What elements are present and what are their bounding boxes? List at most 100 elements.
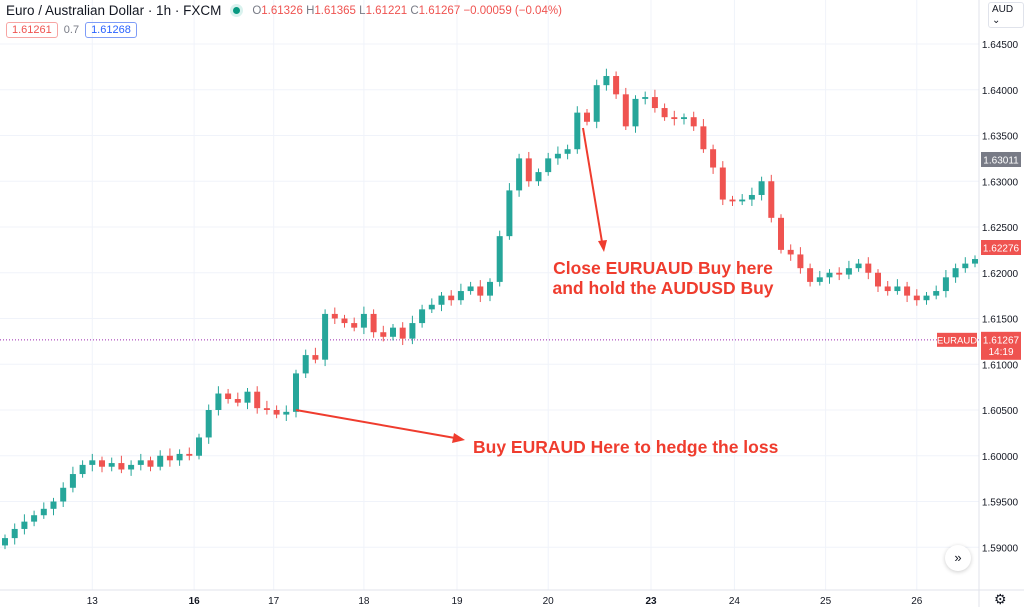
- candle-body: [845, 268, 852, 275]
- x-tick-label: 16: [189, 596, 201, 607]
- candle-body: [923, 295, 930, 301]
- candle-body: [904, 286, 911, 296]
- candle-body: [186, 453, 193, 456]
- candle-body: [166, 455, 173, 461]
- candle-body: [506, 190, 513, 237]
- candle-body: [341, 318, 348, 324]
- candle-body: [894, 286, 901, 292]
- candle-body: [719, 167, 726, 200]
- candle-body: [196, 437, 202, 456]
- candle-body: [651, 97, 658, 109]
- close-annotation: Close EURUAUD Buy here and hold the AUDU…: [547, 258, 779, 298]
- settings-gear-icon[interactable]: ⚙: [994, 591, 1007, 607]
- x-tick-label: 19: [451, 596, 463, 607]
- candle-body: [477, 286, 484, 296]
- candle-body: [137, 460, 144, 465]
- candle-body: [642, 97, 649, 99]
- candle-body: [293, 373, 299, 412]
- candle-body: [758, 181, 765, 195]
- x-tick-label: 13: [87, 596, 99, 607]
- open-label: O: [252, 4, 262, 17]
- candle-body: [564, 149, 571, 154]
- candle-body: [584, 112, 590, 122]
- y-tick-label: 1.63500: [982, 132, 1019, 143]
- candle-body: [176, 453, 183, 461]
- candle-body: [409, 323, 416, 339]
- trade-buttons: 1.61261 0.7 1.61268: [6, 22, 137, 38]
- currency-select[interactable]: AUD ⌄: [988, 2, 1024, 28]
- candle-body: [681, 117, 687, 120]
- candle-body: [603, 76, 610, 86]
- buy-button[interactable]: 1.61268: [85, 22, 137, 38]
- candle-body: [972, 259, 978, 264]
- low-label: L: [359, 4, 366, 17]
- candle-body: [428, 304, 435, 310]
- candle-body: [419, 309, 426, 324]
- candle-body: [962, 263, 969, 269]
- candle-body: [865, 263, 872, 273]
- candle-body: [380, 332, 387, 337]
- arrow-head-icon: [452, 433, 465, 443]
- candle-body: [147, 460, 154, 467]
- candle-body: [516, 158, 523, 191]
- candle-body: [11, 528, 18, 539]
- candle-body: [40, 508, 47, 516]
- y-tick-label: 1.60000: [982, 452, 1019, 463]
- annotation-line: and hold the AUDUSD Buy: [552, 278, 774, 298]
- annotation-line: Close EURUAUD Buy here: [553, 258, 773, 278]
- sell-button[interactable]: 1.61261: [6, 22, 58, 38]
- candle-body: [399, 327, 406, 339]
- candle-body: [535, 172, 542, 182]
- candle-body: [205, 410, 212, 438]
- candle-body: [331, 313, 338, 319]
- high-value: 1.61365: [314, 4, 356, 17]
- candle-body: [79, 464, 86, 475]
- countdown-label: 14:19: [988, 347, 1013, 358]
- x-tick-label: 25: [820, 596, 832, 607]
- candle-body: [855, 263, 862, 269]
- candle-body: [574, 112, 581, 150]
- high-label: H: [306, 4, 315, 17]
- chart-legend: Euro / Australian Dollar · 1h · FXCM O1.…: [6, 3, 562, 18]
- candle-body: [322, 313, 329, 360]
- candle-body: [593, 85, 600, 122]
- candle-body: [884, 286, 891, 292]
- candle-body: [370, 313, 377, 333]
- symbol-tag-bg: [937, 332, 977, 347]
- candle-body: [215, 393, 222, 410]
- open-value: 1.61326: [261, 4, 303, 17]
- candle-body: [739, 199, 746, 202]
- candle-body: [99, 460, 105, 467]
- candle-body: [60, 487, 67, 502]
- scroll-to-realtime-button[interactable]: »: [945, 545, 971, 571]
- candle-body: [283, 411, 290, 415]
- candle-body: [360, 313, 367, 328]
- candle-body: [108, 463, 115, 467]
- candle-body: [554, 153, 561, 159]
- candle-body: [700, 126, 707, 150]
- last-price-label: 1.62276: [983, 244, 1020, 255]
- arrow-line: [295, 409, 456, 439]
- candle-body: [729, 199, 736, 202]
- x-tick-label: 18: [358, 596, 370, 607]
- symbol-title[interactable]: Euro / Australian Dollar · 1h · FXCM: [6, 3, 222, 18]
- candle-body: [622, 94, 629, 127]
- bid-label-bg: [981, 331, 1021, 360]
- candle-body: [710, 149, 717, 168]
- candle-body: [661, 108, 668, 118]
- candle-body: [632, 98, 639, 127]
- y-tick-label: 1.60500: [982, 406, 1019, 417]
- candle-body: [467, 286, 474, 292]
- candle-body: [390, 327, 396, 337]
- crosshair-price-label: 1.63011: [983, 156, 1019, 167]
- candle-body: [312, 355, 319, 360]
- candle-body: [448, 295, 455, 301]
- buy-annotation: Buy EURAUD Here to hedge the loss: [473, 437, 779, 457]
- candle-body: [797, 254, 804, 269]
- last-price-label-bg: [981, 240, 1021, 255]
- y-tick-label: 1.59000: [982, 543, 1019, 554]
- candle-body: [351, 323, 358, 328]
- x-tick-label: 20: [543, 596, 555, 607]
- close-value: 1.61267: [418, 4, 461, 17]
